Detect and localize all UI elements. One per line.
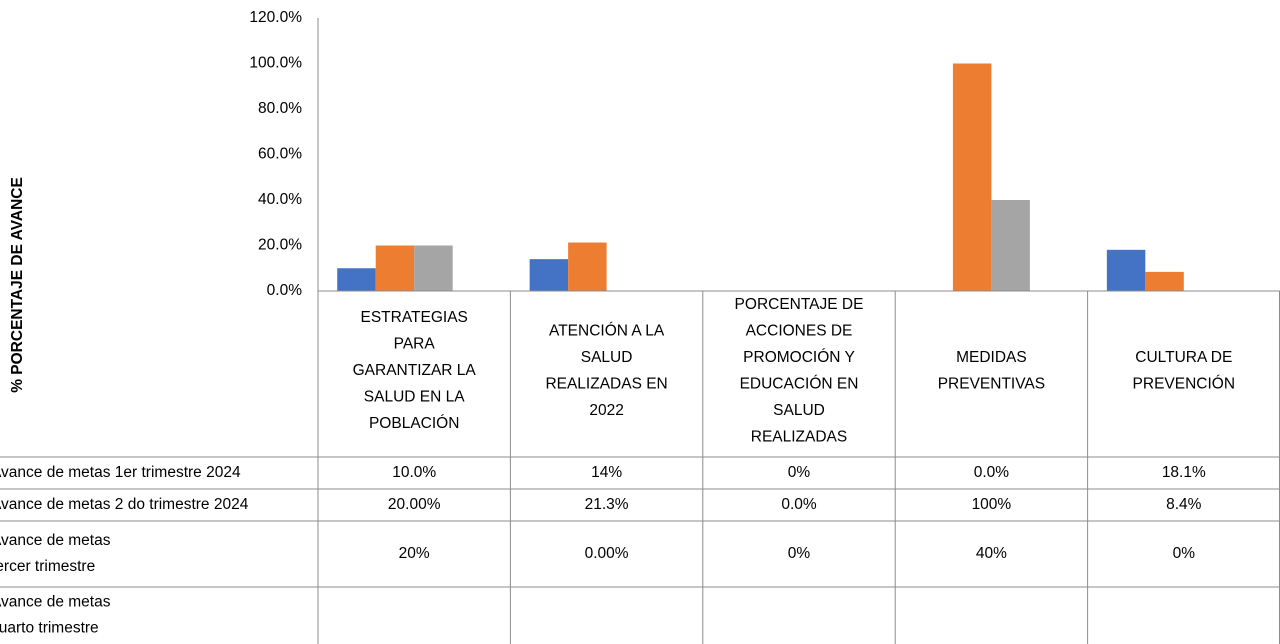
table-value: 100% [972,496,1012,513]
y-tick-label: 120.0% [249,9,302,26]
bar [414,245,453,291]
table-value: 18.1% [1162,464,1206,481]
bar [1145,271,1184,291]
bar [1106,249,1146,291]
table-value: 20% [399,545,430,562]
table-value: 21.3% [585,496,629,513]
y-axis-title: % PORCENTAJE DE AVANCE [9,177,26,393]
table-value: 0.0% [781,496,817,513]
bar [568,242,607,291]
table-value: 0% [788,464,811,481]
y-tick-label: 80.0% [258,100,302,117]
table-value: 40% [976,545,1007,562]
category-label: ESTRATEGIAS PARA GARANTIZAR LA SALUD EN LA P… [353,309,477,432]
table-value: 0.0% [974,464,1010,481]
bar [529,259,569,291]
row-header: Avance de metas 2 do trimestre 2024 [0,496,249,513]
bar [991,200,1030,291]
table-value: 0% [788,545,811,562]
table-value: 0.00% [585,545,629,562]
row-header: Avance de metas cuarto trimestre [0,594,111,637]
category-label: MEDIDAS PREVENTIVAS [938,349,1045,393]
y-tick-label: 60.0% [258,146,302,163]
category-label: CULTURA DE PREVENCIÓN [1133,349,1236,393]
bar [337,268,376,291]
table-value: 20.00% [388,496,441,513]
bar [375,245,415,291]
y-tick-label: 40.0% [258,191,302,208]
category-label: PORCENTAJE DE ACCIONES DE PROMOCIÓN Y EDUCA… [735,296,864,446]
table-value: 0% [1173,545,1196,562]
table-value: 14% [591,464,622,481]
row-header: Avance de metas 1er trimestre 2024 [0,464,241,481]
y-tick-label: 0.0% [267,282,303,299]
table-value: 10.0% [392,464,436,481]
y-tick-label: 20.0% [258,237,302,254]
row-header: Avance de metas tercer trimestre [0,532,111,575]
bar [952,63,992,291]
table-value: 8.4% [1166,496,1202,513]
category-label: ATENCIÓN A LA SALUD REALIZADAS EN 2022 [545,322,667,419]
y-tick-label: 100.0% [249,55,302,72]
